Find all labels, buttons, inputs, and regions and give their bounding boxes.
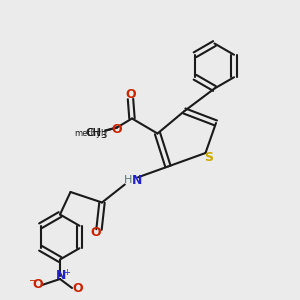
Text: O: O bbox=[111, 122, 122, 136]
Text: 3: 3 bbox=[101, 131, 106, 140]
Text: methyl: methyl bbox=[74, 129, 103, 138]
Text: +: + bbox=[63, 268, 70, 277]
Text: 3: 3 bbox=[100, 130, 106, 140]
Text: N: N bbox=[132, 173, 142, 187]
Text: O: O bbox=[73, 281, 83, 295]
Text: methyl: methyl bbox=[65, 128, 94, 137]
FancyBboxPatch shape bbox=[68, 124, 104, 142]
Text: CH: CH bbox=[86, 128, 100, 138]
Text: O: O bbox=[90, 226, 101, 239]
Text: H: H bbox=[124, 175, 132, 185]
Text: CH: CH bbox=[85, 128, 101, 139]
Text: O: O bbox=[125, 88, 136, 101]
Text: S: S bbox=[204, 151, 213, 164]
Text: O: O bbox=[32, 278, 43, 292]
Text: −: − bbox=[29, 276, 37, 286]
Text: N: N bbox=[56, 269, 67, 282]
